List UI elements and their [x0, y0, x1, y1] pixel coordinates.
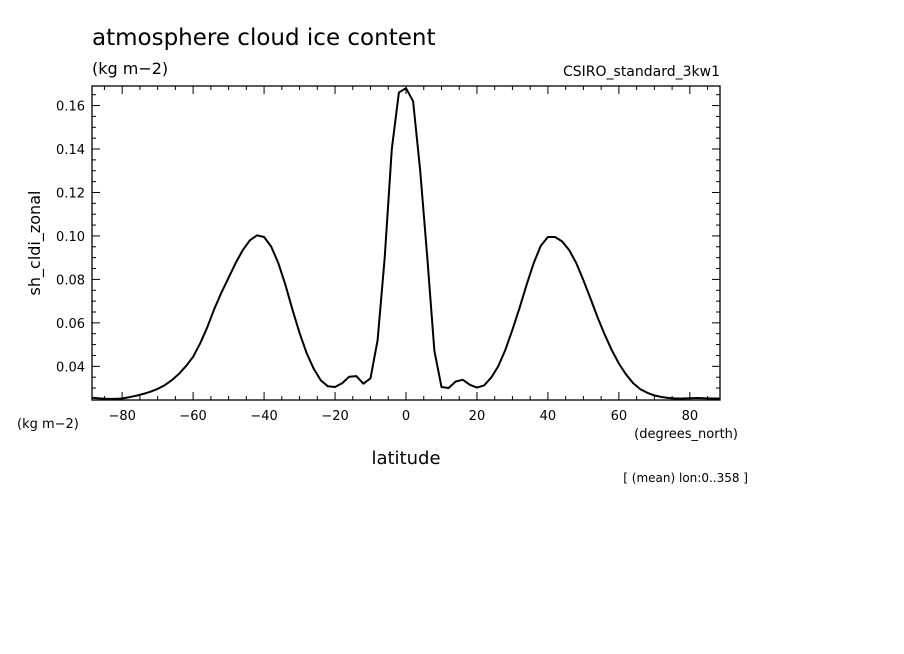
- x-axis-label: latitude: [371, 448, 440, 469]
- chart-source-label: CSIRO_standard_3kw1: [563, 64, 720, 80]
- y-tick-label: 0.08: [56, 273, 85, 288]
- x-tick-label: −60: [179, 409, 206, 424]
- y-tick-label: 0.06: [56, 317, 85, 332]
- x-tick-label: 20: [469, 409, 486, 424]
- x-axis-units: (degrees_north): [634, 427, 738, 442]
- x-tick-label: 40: [540, 409, 557, 424]
- y-axis-units: (kg m−2): [17, 417, 79, 432]
- x-axis-tick-labels: −80 −60 −40 −20 0 20 40 60 80: [108, 409, 698, 424]
- x-tick-label: −20: [321, 409, 348, 424]
- chart-title: atmosphere cloud ice content: [92, 25, 435, 51]
- subset-note: [ (mean) lon:0..358 ]: [623, 471, 748, 485]
- plot-frame: [91, 85, 721, 401]
- x-tick-label: 0: [402, 409, 410, 424]
- x-tick-label: 80: [682, 409, 699, 424]
- x-tick-label: 60: [611, 409, 628, 424]
- chart-units: (kg m−2): [92, 59, 168, 78]
- y-tick-label: 0.14: [56, 143, 85, 158]
- series-layer: [91, 87, 720, 400]
- x-tick-label: −80: [108, 409, 135, 424]
- y-tick-label: 0.10: [56, 230, 85, 245]
- axis-ticks: [92, 86, 720, 400]
- y-tick-label: 0.04: [56, 360, 85, 375]
- x-tick-label: −40: [250, 409, 277, 424]
- y-axis-label: sh_cldi_zonal: [25, 191, 45, 296]
- y-tick-label: 0.12: [56, 186, 85, 201]
- y-tick-label: 0.16: [56, 100, 85, 115]
- series-line-0: [91, 87, 720, 400]
- y-axis-tick-labels: 0.04 0.06 0.08 0.10 0.12 0.14 0.16: [56, 100, 85, 376]
